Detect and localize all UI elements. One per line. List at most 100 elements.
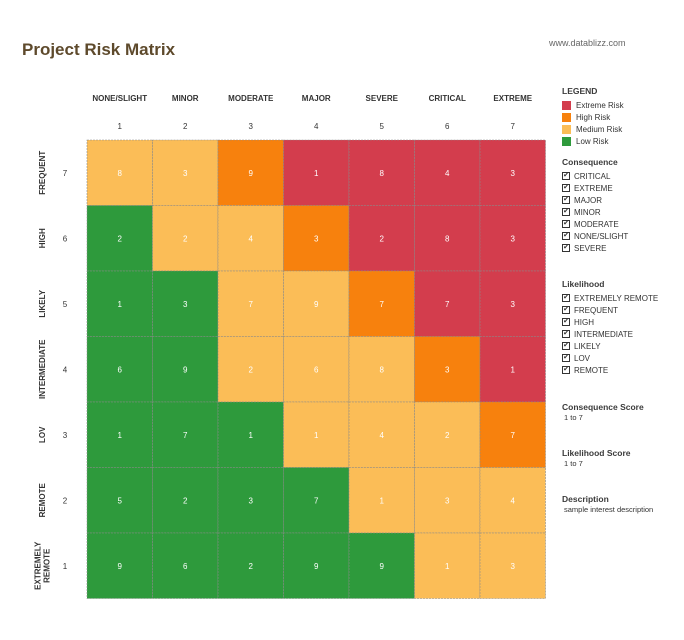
matrix-cell-high[interactable] <box>348 270 415 337</box>
credit-link[interactable]: www.datablizz.com <box>549 38 626 48</box>
matrix-cell-extreme[interactable] <box>479 139 546 206</box>
matrix-cell-medium[interactable] <box>152 205 219 272</box>
checkbox-checked-icon[interactable]: ✔ <box>562 354 570 362</box>
y-score-label: 1 <box>63 562 68 571</box>
cell-value: 2 <box>183 496 188 505</box>
matrix-cell-extreme[interactable] <box>479 205 546 272</box>
checkbox-checked-icon[interactable]: ✔ <box>562 208 570 216</box>
matrix-cell-low[interactable] <box>86 532 153 599</box>
cell-value: 6 <box>118 365 123 374</box>
likelihood-filter-option[interactable]: ✔ HIGH <box>562 316 658 328</box>
cell-value: 9 <box>314 300 319 309</box>
matrix-cell-low[interactable] <box>86 467 153 534</box>
checkbox-checked-icon[interactable]: ✔ <box>562 342 570 350</box>
x-score-label: 2 <box>183 122 188 131</box>
matrix-cell-medium[interactable] <box>348 467 415 534</box>
cell-value: 3 <box>511 562 516 571</box>
legend-item-extreme: Extreme Risk <box>562 99 624 111</box>
checkbox-checked-icon[interactable]: ✔ <box>562 232 570 240</box>
matrix-cell-medium[interactable] <box>283 401 350 468</box>
matrix-cell-medium[interactable] <box>217 336 284 403</box>
matrix-cell-low[interactable] <box>86 401 153 468</box>
x-score-label: 1 <box>118 122 123 131</box>
cell-value: 2 <box>380 234 385 243</box>
matrix-cell-medium[interactable] <box>283 270 350 337</box>
matrix-cell-high[interactable] <box>283 205 350 272</box>
checkbox-checked-icon[interactable]: ✔ <box>562 306 570 314</box>
matrix-cell-extreme[interactable] <box>479 270 546 337</box>
consequence-filter-option[interactable]: ✔ MINOR <box>562 206 628 218</box>
cell-value: 9 <box>183 365 188 374</box>
checkbox-checked-icon[interactable]: ✔ <box>562 172 570 180</box>
likelihood-filter-option[interactable]: ✔ REMOTE <box>562 364 658 376</box>
matrix-cell-medium[interactable] <box>414 467 481 534</box>
likelihood-filter-option[interactable]: ✔ FREQUENT <box>562 304 658 316</box>
cell-value: 8 <box>118 169 123 178</box>
matrix-cell-medium[interactable] <box>86 139 153 206</box>
y-score-label: 5 <box>63 300 68 309</box>
consequence-filter-option[interactable]: ✔ CRITICAL <box>562 170 628 182</box>
cell-value: 3 <box>511 169 516 178</box>
matrix-cell-medium[interactable] <box>479 467 546 534</box>
likelihood-filter-option-label: REMOTE <box>574 365 609 375</box>
matrix-cell-low[interactable] <box>217 532 284 599</box>
legend-swatch <box>562 124 571 134</box>
matrix-cell-low[interactable] <box>152 467 219 534</box>
consequence-filter-option[interactable]: ✔ EXTREME <box>562 182 628 194</box>
matrix-cell-medium[interactable] <box>348 336 415 403</box>
matrix-cell-low[interactable] <box>348 532 415 599</box>
consequence-filter-option[interactable]: ✔ SEVERE <box>562 242 628 254</box>
likelihood-filter-option-label: FREQUENT <box>574 305 618 315</box>
checkbox-checked-icon[interactable]: ✔ <box>562 196 570 204</box>
matrix-cell-extreme[interactable] <box>283 139 350 206</box>
checkbox-checked-icon[interactable]: ✔ <box>562 244 570 252</box>
consequence-filter-option-label: NONE/SLIGHT <box>574 231 629 241</box>
cell-value: 9 <box>380 562 385 571</box>
checkbox-checked-icon[interactable]: ✔ <box>562 294 570 302</box>
likelihood-filter-option[interactable]: ✔ EXTREMELY REMOTE <box>562 292 658 304</box>
matrix-cell-extreme[interactable] <box>414 270 481 337</box>
checkbox-checked-icon[interactable]: ✔ <box>562 184 570 192</box>
matrix-cell-extreme[interactable] <box>348 205 415 272</box>
matrix-cell-extreme[interactable] <box>414 205 481 272</box>
matrix-cell-low[interactable] <box>86 205 153 272</box>
cell-value: 3 <box>445 496 450 505</box>
matrix-cell-medium[interactable] <box>217 270 284 337</box>
checkbox-checked-icon[interactable]: ✔ <box>562 330 570 338</box>
consequence-filter-option[interactable]: ✔ NONE/SLIGHT <box>562 230 628 242</box>
checkbox-checked-icon[interactable]: ✔ <box>562 220 570 228</box>
y-score-label: 2 <box>63 496 68 505</box>
consequence-filter-option[interactable]: ✔ MAJOR <box>562 194 628 206</box>
matrix-cell-high[interactable] <box>479 401 546 468</box>
likelihood-filter-option[interactable]: ✔ LIKELY <box>562 340 658 352</box>
checkbox-checked-icon[interactable]: ✔ <box>562 318 570 326</box>
matrix-cell-medium[interactable] <box>217 205 284 272</box>
legend-swatch <box>562 112 571 122</box>
matrix-cell-extreme[interactable] <box>414 139 481 206</box>
y-category-label: LOV <box>38 426 47 443</box>
matrix-cell-low[interactable] <box>152 270 219 337</box>
cell-value: 8 <box>445 234 450 243</box>
cell-value: 7 <box>249 300 254 309</box>
matrix-cell-low[interactable] <box>86 336 153 403</box>
matrix-cell-low[interactable] <box>283 532 350 599</box>
matrix-cell-medium[interactable] <box>283 336 350 403</box>
matrix-cell-medium[interactable] <box>414 532 481 599</box>
matrix-cell-low[interactable] <box>217 401 284 468</box>
consequence-filter-option[interactable]: ✔ MODERATE <box>562 218 628 230</box>
cell-value: 1 <box>314 169 319 178</box>
matrix-cell-medium[interactable] <box>479 532 546 599</box>
consequence-filter-option-label: SEVERE <box>574 243 607 253</box>
matrix-cell-low[interactable] <box>152 532 219 599</box>
checkbox-checked-icon[interactable]: ✔ <box>562 366 570 374</box>
matrix-cell-low[interactable] <box>86 270 153 337</box>
likelihood-filter-option[interactable]: ✔ LOV <box>562 352 658 364</box>
matrix-cell-extreme[interactable] <box>348 139 415 206</box>
likelihood-filter-option[interactable]: ✔ INTERMEDIATE <box>562 328 658 340</box>
matrix-cell-medium[interactable] <box>152 139 219 206</box>
y-score-label: 4 <box>63 365 68 374</box>
cell-value: 2 <box>445 431 450 440</box>
cell-value: 2 <box>249 562 254 571</box>
matrix-cell-low[interactable] <box>283 467 350 534</box>
matrix-cell-low[interactable] <box>152 401 219 468</box>
